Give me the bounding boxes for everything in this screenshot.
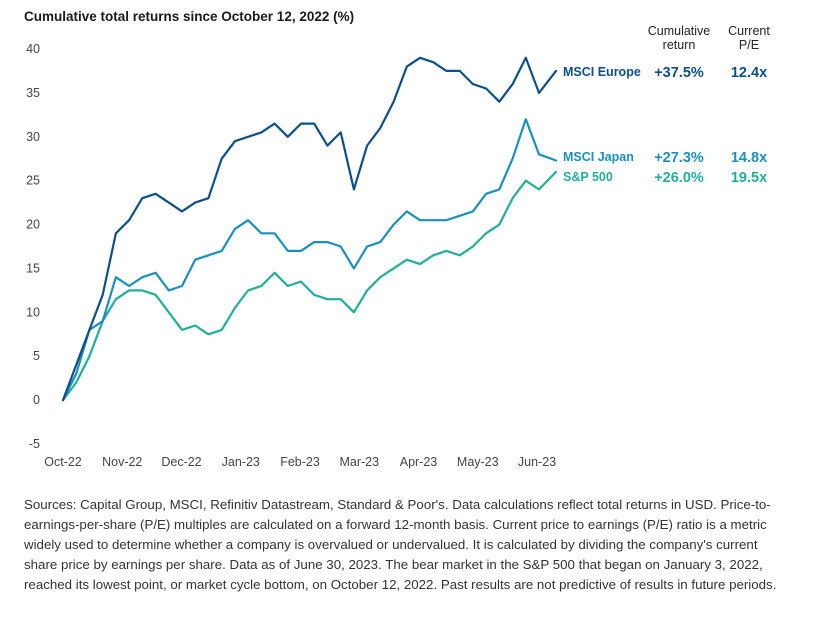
series-label-msci-japan: MSCI Japan <box>563 150 634 164</box>
x-tick-label: May-23 <box>457 455 499 469</box>
x-tick-label: Mar-23 <box>339 455 379 469</box>
series-line-msci-japan <box>61 118 558 402</box>
y-tick-label: 25 <box>26 174 40 188</box>
series-label-msci-europe: MSCI Europe <box>563 65 641 79</box>
series-labels: MSCI Europe +37.5% 12.4x MSCI Japan +27.3% 14… <box>563 65 767 186</box>
y-tick-label: 5 <box>33 349 40 363</box>
x-tick-label: Apr-23 <box>400 455 438 469</box>
series-pe-msci-europe: 12.4x <box>731 65 767 81</box>
chart-title: Cumulative total returns since October 1… <box>24 9 355 24</box>
x-axis: Oct-22 Nov-22 Dec-22 Jan-23 Feb-23 Mar-23 Apr-… <box>44 455 556 469</box>
y-tick-label: -5 <box>29 437 40 451</box>
series-return-msci-japan: +27.3% <box>654 150 704 166</box>
header-current-pe: Current P/E <box>728 24 770 52</box>
y-tick-label: 15 <box>26 261 40 275</box>
source-notes: Sources: Capital Group, MSCI, Refinitiv … <box>24 497 777 592</box>
series-return-s-p-500: +26.0% <box>654 170 704 186</box>
series-line-msci-europe <box>61 56 558 402</box>
x-tick-label: Jun-23 <box>518 455 556 469</box>
x-tick-label: Feb-23 <box>280 455 320 469</box>
series-pe-msci-japan: 14.8x <box>731 150 767 166</box>
series-pe-s-p-500: 19.5x <box>731 170 767 186</box>
series-line-s-p-500 <box>61 170 558 402</box>
y-tick-label: 20 <box>26 218 40 232</box>
line-chart: 40 35 30 25 20 15 10 5 0 -5 Oct-22 Nov-22 Dec-22 Jan… <box>26 42 767 469</box>
x-tick-label: Oct-22 <box>44 455 82 469</box>
y-tick-label: 35 <box>26 86 40 100</box>
series-label-s-p-500: S&P 500 <box>563 170 613 184</box>
header-cumulative-return: Cumulative return <box>647 24 711 52</box>
x-tick-label: Nov-22 <box>102 455 142 469</box>
x-tick-label: Jan-23 <box>222 455 260 469</box>
y-tick-label: 10 <box>26 305 40 319</box>
y-axis: 40 35 30 25 20 15 10 5 0 -5 <box>26 42 40 451</box>
y-tick-label: 0 <box>33 393 40 407</box>
y-tick-label: 40 <box>26 42 40 56</box>
y-tick-label: 30 <box>26 130 40 144</box>
x-tick-label: Dec-22 <box>161 455 201 469</box>
series-return-msci-europe: +37.5% <box>654 65 704 81</box>
series-lines <box>61 56 558 402</box>
